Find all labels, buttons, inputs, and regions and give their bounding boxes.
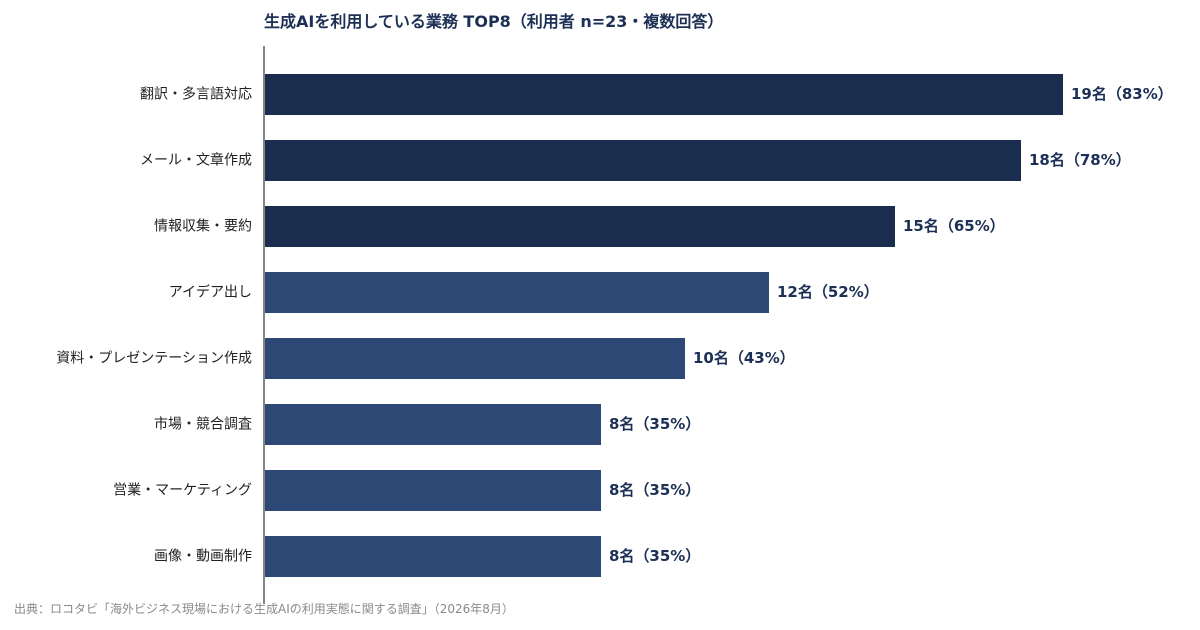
bar-1 <box>265 74 1063 115</box>
value-label-4: 12名（52%） <box>777 283 879 301</box>
bar-8 <box>265 536 601 577</box>
value-label-2: 18名（78%） <box>1029 151 1131 169</box>
value-label-3: 15名（65%） <box>903 217 1005 235</box>
category-label-7: 営業・マーケティング <box>113 483 252 499</box>
chart-title: 生成AIを利用している業務 TOP8（利用者 n=23・複数回答） <box>264 12 724 31</box>
value-label-7: 8名（35%） <box>609 481 700 499</box>
value-label-8: 8名（35%） <box>609 547 700 565</box>
bar-3 <box>265 206 895 247</box>
bar-2 <box>265 140 1021 181</box>
bar-5 <box>265 338 685 379</box>
category-label-8: 画像・動画制作 <box>154 549 252 565</box>
bar-7 <box>265 470 601 511</box>
category-label-5: 資料・プレゼンテーション作成 <box>56 351 252 367</box>
value-label-1: 19名（83%） <box>1071 85 1173 103</box>
category-label-3: 情報収集・要約 <box>154 218 252 235</box>
labels-layer: 翻訳・多言語対応 19名（83%） メール・文章作成 18名（78%） 情報収集・要約 1… <box>56 85 1173 565</box>
category-label-6: 市場・競合調査 <box>154 416 252 433</box>
value-label-6: 8名（35%） <box>609 415 700 433</box>
category-label-4: アイデア出し <box>169 284 252 301</box>
bar-4 <box>265 272 769 313</box>
chart-source: 出典：ロコタビ「海外ビジネス現場における生成AIの利用実態に関する調査」（202… <box>14 602 514 616</box>
value-label-5: 10名（43%） <box>693 349 795 367</box>
bars-layer <box>265 74 1063 577</box>
category-label-1: 翻訳・多言語対応 <box>140 86 252 103</box>
bar-6 <box>265 404 601 445</box>
category-label-2: メール・文章作成 <box>140 152 252 169</box>
